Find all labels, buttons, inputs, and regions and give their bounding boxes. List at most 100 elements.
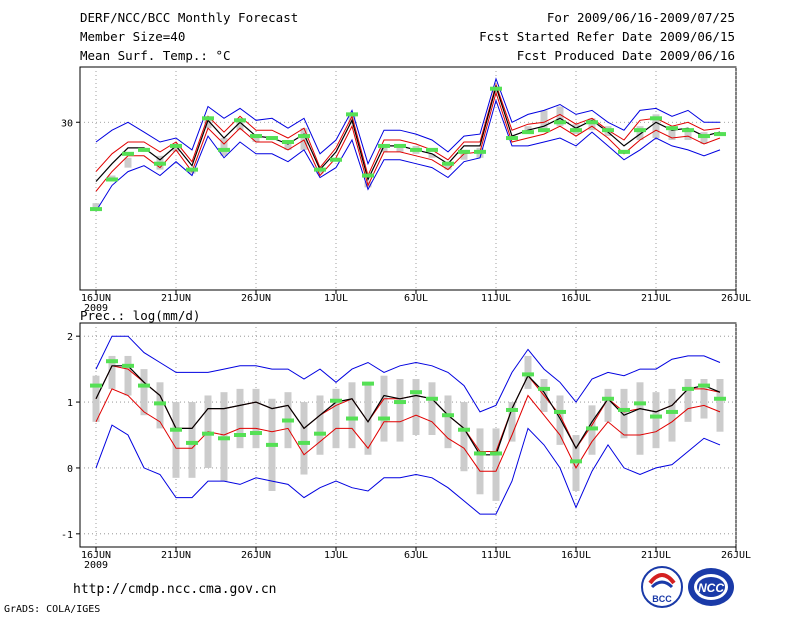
member-size: Member Size=40: [80, 29, 186, 44]
temp-spread-box: [636, 126, 644, 141]
temp-obs-marker: [714, 132, 726, 137]
prec-obs-marker: [330, 398, 342, 403]
temp-obs-marker: [538, 128, 550, 133]
temp-obs-marker: [426, 147, 438, 152]
prec-spread-box: [348, 382, 356, 449]
temp-obs-marker: [682, 128, 694, 133]
temp-obs-marker: [122, 151, 134, 156]
prec-obs-marker: [282, 418, 294, 423]
temp-obs-marker: [362, 173, 374, 178]
temp-obs-marker: [410, 147, 422, 152]
temp-spread-box: [556, 106, 564, 127]
temp-obs-marker: [586, 120, 598, 125]
temp-spread-box: [396, 145, 404, 152]
prec-x-tick-label: 26JUN: [241, 550, 271, 561]
temp-obs-marker: [138, 147, 150, 152]
forecast-period: For 2009/06/16-2009/07/25: [546, 10, 735, 25]
prec-obs-marker: [666, 409, 678, 414]
source-url[interactable]: http://cmdp.ncc.cma.gov.cn: [73, 582, 277, 597]
temp-obs-marker: [650, 116, 662, 121]
temp-obs-marker: [330, 157, 342, 162]
prec-spread-box: [652, 392, 660, 449]
temp-obs-marker: [170, 143, 182, 148]
prec-obs-marker: [346, 416, 358, 421]
temp-obs-marker: [314, 167, 326, 172]
prec-lower-red-line: [95, 388, 721, 472]
prec-obs-marker: [522, 372, 534, 377]
temp-obs-marker: [106, 177, 118, 182]
temp-spread-box: [684, 130, 692, 141]
temp-obs-marker: [602, 128, 614, 133]
temp-spread-box: [380, 147, 388, 152]
prec-y-tick-label: -1: [61, 530, 73, 541]
temp-obs-marker: [442, 161, 454, 166]
prec-obs-marker: [538, 386, 550, 391]
prec-obs-marker: [394, 400, 406, 405]
temp-mean-line: [95, 84, 721, 182]
temp-x-tick-label: 26JUN: [241, 293, 271, 304]
ncc-logo: NCC: [688, 568, 734, 606]
temp-obs-marker: [522, 130, 534, 135]
temp-x-tick-label: 11JUL: [481, 293, 511, 304]
prec-obs-marker: [202, 431, 214, 436]
prec-spread-box: [124, 355, 132, 396]
prec-obs-marker: [490, 451, 502, 456]
prec-x-tick-label: 1JUL: [324, 550, 348, 561]
fcst-started-date: Fcst Started Refer Date 2009/06/15: [479, 29, 735, 44]
prec-y-tick-label: 2: [67, 332, 73, 343]
temp-spread-box: [124, 157, 132, 168]
prec-obs-marker: [266, 442, 278, 447]
temp-spread-box: [172, 145, 180, 152]
temp-x-tick-label: 16JUN: [81, 293, 111, 304]
temp-spread-box: [92, 203, 100, 210]
temp-obs-marker: [618, 149, 630, 154]
temp-obs-marker: [634, 128, 646, 133]
prec-obs-marker: [234, 433, 246, 437]
prec-spread-box: [236, 388, 244, 449]
prec-obs-marker: [570, 459, 582, 464]
prec-spread-box: [508, 402, 516, 442]
temp-obs-marker: [666, 126, 678, 131]
temp-x-tick-label: 1JUL: [324, 293, 348, 304]
ncc-logo-text: NCC: [698, 581, 724, 595]
prec-obs-marker: [298, 440, 310, 445]
prec-x-tick-label: 16JUN: [81, 550, 111, 561]
prec-lower-line: [95, 424, 721, 515]
prec-obs-marker: [378, 416, 390, 421]
prec-spread-box: [428, 382, 436, 435]
prec-obs-marker: [218, 436, 230, 441]
temp-spread-box: [460, 149, 468, 160]
prec-obs-marker: [90, 383, 102, 388]
prec-obs-marker: [154, 401, 166, 406]
temp-obs-marker: [394, 143, 406, 148]
chart-title: DERF/NCC/BCC Monthly Forecast: [80, 10, 299, 25]
temp-spread-box: [284, 141, 292, 150]
bcc-logo-text: BCC: [652, 594, 672, 604]
prec-obs-marker: [714, 396, 726, 401]
temp-obs-marker: [202, 116, 214, 121]
prec-upper-line: [95, 335, 721, 413]
prec-obs-marker: [250, 431, 262, 436]
temp-spread-box: [236, 120, 244, 131]
prec-y-tick-label: 0: [67, 464, 73, 475]
prec-obs-marker: [554, 409, 566, 414]
prec-spread-box: [412, 379, 420, 435]
temp-obs-marker: [90, 207, 102, 212]
temp-obs-marker: [250, 134, 262, 139]
prec-obs-marker: [186, 440, 198, 445]
prec-obs-marker: [170, 427, 182, 432]
prec-obs-marker: [362, 381, 374, 386]
temp-obs-marker: [154, 161, 166, 166]
temp-upper-line: [95, 77, 720, 166]
prec-spread-box: [476, 428, 484, 495]
prec-spread-box: [556, 395, 564, 445]
temp-lower-line: [95, 98, 721, 212]
prec-spread-box: [172, 402, 180, 478]
temp-spread-box: [524, 126, 532, 133]
prec-spread-box: [460, 402, 468, 472]
prec-spread-box: [380, 375, 388, 442]
prec-obs-marker: [506, 407, 518, 412]
temp-plot-frame: [79, 66, 737, 291]
temp-spread-box: [652, 114, 660, 139]
prec-obs-marker: [682, 386, 694, 391]
